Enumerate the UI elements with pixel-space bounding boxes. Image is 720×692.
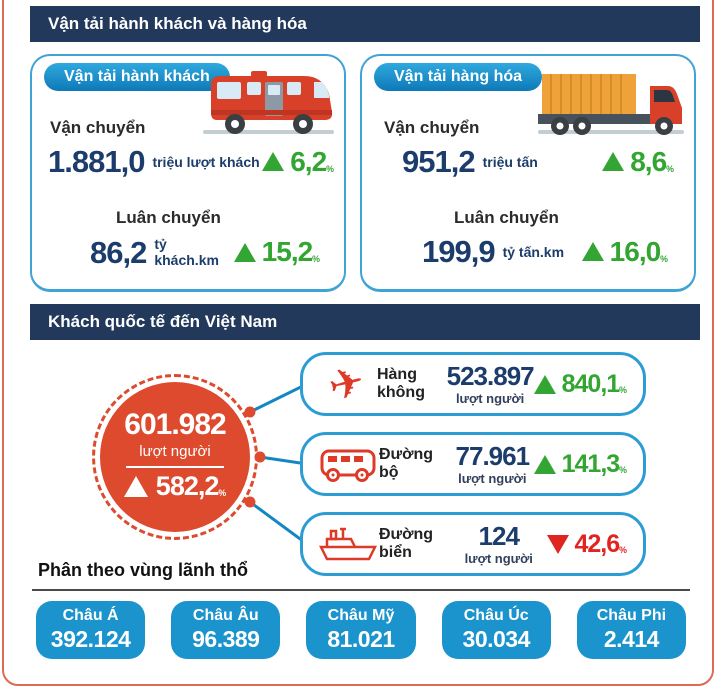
region-pill-chau-a: Châu Á 392.124 (36, 601, 146, 659)
road-mode-row: Đường bộ 77.961 lượt người 141,3% (300, 432, 646, 496)
air-mode-value-block: 523.897 lượt người (446, 360, 535, 406)
road-mode-value: 77.961 (455, 440, 531, 471)
passenger-badge: Vận tải hành khách (44, 63, 230, 91)
passenger-panel: Vận tải hành khách Vận chuyển 1.881,0 tr… (30, 54, 346, 292)
road-mode-change: 141,3% (533, 451, 627, 477)
van-icon (317, 444, 379, 484)
passenger-van-chuyen-label: Vận chuyển (50, 118, 146, 137)
passenger-luan-chuyen-unit: tỷ khách.km (154, 236, 219, 268)
region-pill-chau-my: Châu Mỹ 81.021 (306, 601, 416, 659)
air-mode-row: ✈ Hàng không 523.897 lượt người 840,1% (300, 352, 646, 416)
up-triangle-icon (233, 242, 256, 262)
down-triangle-icon (546, 534, 569, 554)
cargo-luan-chuyen-change: 16,0% (581, 237, 668, 266)
sea-mode-unit: lượt người (464, 550, 533, 566)
cargo-luan-chuyen-label: Luân chuyển (454, 208, 559, 227)
passenger-luan-chuyen-change: 15,2% (233, 238, 320, 266)
cargo-van-chuyen-label: Vận chuyển (384, 118, 480, 137)
cargo-badge: Vận tải hàng hóa (374, 63, 543, 91)
up-triangle-icon (533, 374, 556, 394)
section1-header: Vận tải hành khách và hàng hóa (30, 6, 700, 42)
passenger-luan-chuyen-stat: 86,2 tỷ khách.km 15,2% (90, 236, 320, 268)
up-triangle-icon (602, 152, 625, 171)
passenger-van-chuyen-unit: triệu lượt khách (152, 153, 260, 170)
total-visitors-value: 601.982 (124, 408, 226, 441)
section2-header: Khách quốc tế đến Việt Nam (30, 304, 700, 340)
road-mode-label: Đường bộ (379, 446, 434, 481)
region-pill-chau-au: Châu Âu 96.389 (171, 601, 281, 659)
passenger-luan-chuyen-label: Luân chuyển (116, 208, 221, 227)
cargo-panel: Vận tải hàng hóa Vận chuyển 951,2 triệu … (360, 54, 696, 292)
divider (126, 466, 224, 468)
cargo-van-chuyen-value: 951,2 (402, 144, 476, 179)
cargo-van-chuyen-change: 8,6% (602, 147, 674, 176)
air-mode-label: Hàng không (376, 366, 425, 401)
cargo-luan-chuyen-stat: 199,9 tỷ tấn.km 16,0% (422, 236, 668, 267)
road-mode-unit: lượt người (458, 470, 527, 486)
regions-underline (32, 589, 690, 591)
section1-title: Vận tải hành khách và hàng hóa (48, 14, 307, 33)
regions-pill-row: Châu Á 392.124 Châu Âu 96.389 Châu Mỹ 81… (36, 601, 687, 659)
cargo-luan-chuyen-unit: tỷ tấn.km (502, 243, 565, 260)
sea-mode-value: 124 (478, 520, 520, 551)
total-visitors-unit: lượt người (139, 443, 211, 460)
regions-title: Phân theo vùng lãnh thổ (38, 560, 248, 580)
ship-icon (317, 523, 379, 565)
section2-title: Khách quốc tế đến Việt Nam (48, 312, 278, 331)
passenger-van-chuyen-change: 6,2% (262, 147, 334, 176)
total-visitors-change: 582,2% (100, 473, 250, 500)
air-mode-value: 523.897 (446, 360, 535, 391)
up-triangle-icon (262, 152, 285, 171)
sea-mode-row: Đường biển 124 lượt người 42,6% (300, 512, 646, 576)
air-mode-change: 840,1% (533, 371, 627, 397)
airplane-icon: ✈ (324, 356, 370, 411)
cargo-van-chuyen-unit: triệu tấn (482, 153, 538, 170)
up-triangle-icon (533, 454, 556, 474)
sea-mode-change: 42,6% (546, 531, 627, 557)
region-pill-chau-phi: Châu Phi 2.414 (576, 601, 687, 659)
air-mode-unit: lượt người (455, 390, 525, 406)
total-visitors-circle: 601.982 lượt người 582,2% (100, 382, 250, 532)
connector-lines (244, 382, 307, 546)
bus-icon (203, 71, 334, 134)
passenger-van-chuyen-stat: 1.881,0 triệu lượt khách 6,2% (48, 146, 334, 177)
road-mode-value-block: 77.961 lượt người (451, 443, 534, 486)
cargo-luan-chuyen-value: 199,9 (422, 234, 496, 269)
sea-mode-label: Đường biển (379, 526, 434, 561)
up-triangle-icon (581, 242, 604, 261)
region-pill-chau-uc: Châu Úc 30.034 (441, 601, 551, 659)
sea-mode-value-block: 124 lượt người (451, 523, 547, 566)
up-triangle-icon (123, 476, 148, 497)
truck-icon (538, 74, 684, 135)
passenger-luan-chuyen-value: 86,2 (90, 234, 147, 270)
passenger-van-chuyen-value: 1.881,0 (48, 144, 145, 179)
cargo-van-chuyen-stat: 951,2 triệu tấn 8,6% (402, 146, 674, 177)
